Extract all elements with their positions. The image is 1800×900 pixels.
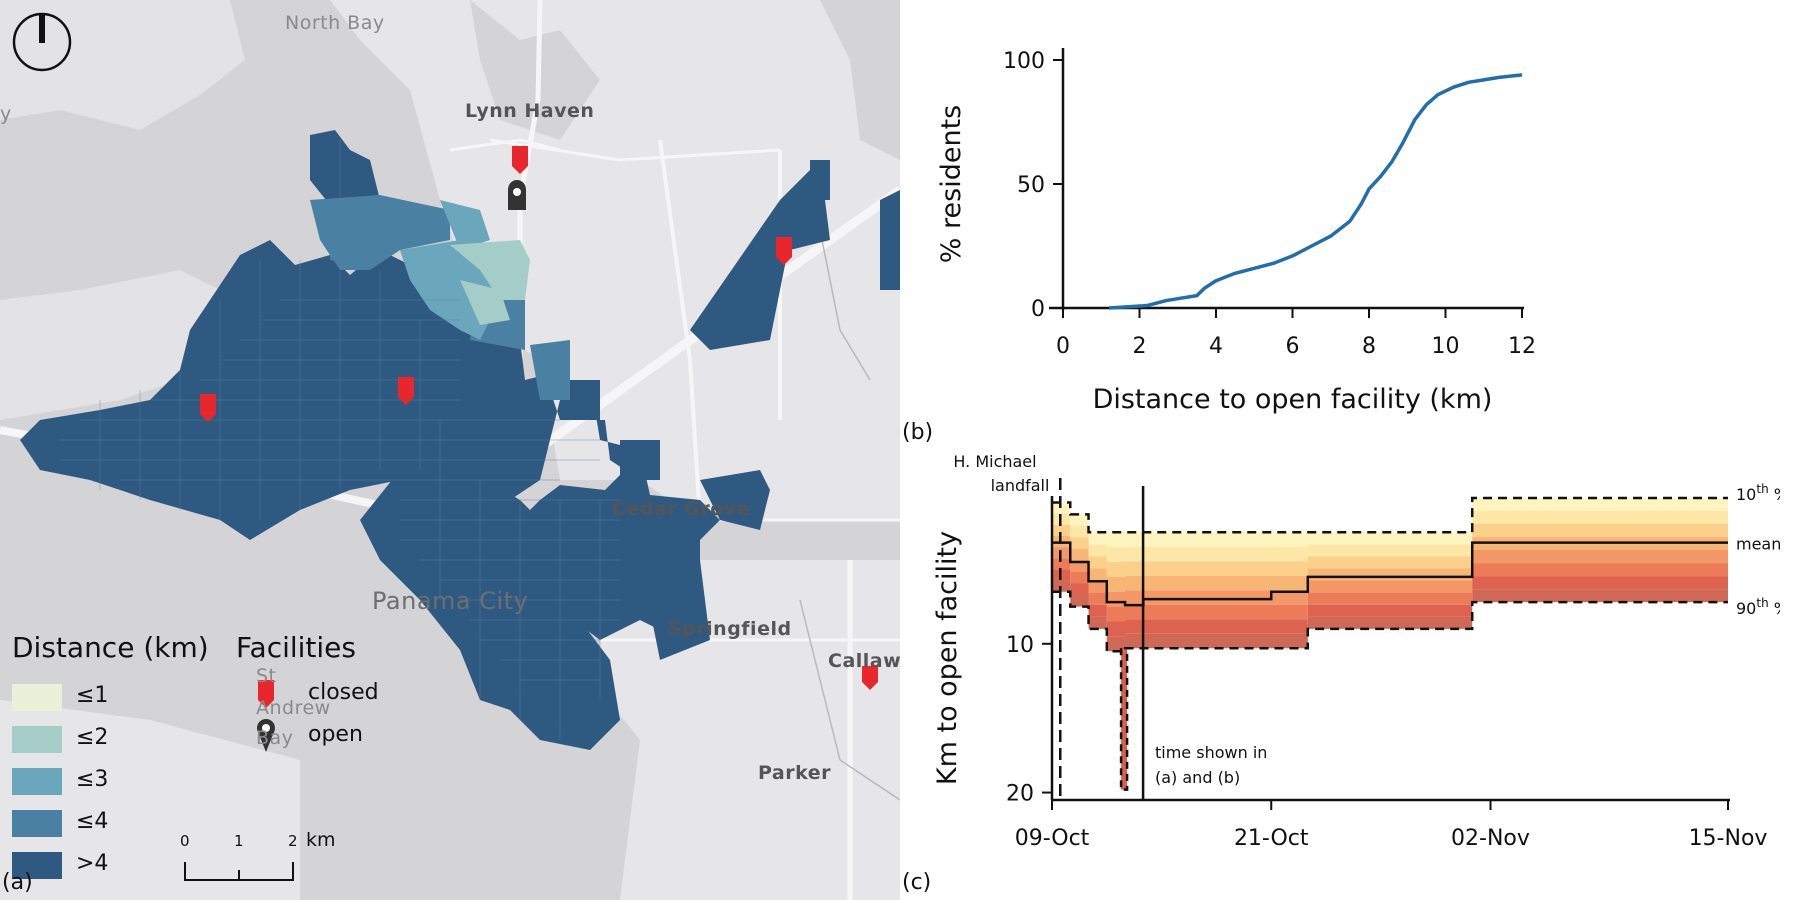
spike-bar (1121, 648, 1128, 790)
legend-bin-label: ≤4 (76, 809, 109, 834)
percentile-band (1052, 580, 1728, 652)
place-north-bay: North Bay (285, 12, 385, 34)
p10-line (1052, 496, 1728, 534)
legend-closed-label: closed (308, 680, 379, 705)
legend-closed-icon (258, 680, 274, 708)
scale-tick-0: 0 (180, 832, 190, 850)
x-tick-label: 21-Oct (1234, 826, 1309, 851)
x-tick-label: 0 (1056, 334, 1070, 359)
closed-facility-marker (512, 146, 528, 174)
mean-label: mean (1736, 535, 1780, 554)
place-st-andrew-1: St (256, 665, 277, 687)
map-background (0, 0, 900, 900)
legend-open-label: open (308, 722, 363, 747)
panel-a-label: (a) (2, 870, 33, 895)
cdf-line (1108, 73, 1523, 310)
x-tick-label: 02-Nov (1451, 826, 1530, 851)
percentile-band (1052, 547, 1728, 607)
closed-facility-marker (776, 237, 792, 265)
closed-facility-marker (398, 377, 414, 405)
x-tick-label: 4 (1209, 334, 1223, 359)
p10-label: 10th % (1736, 482, 1780, 504)
legend-bin-label: ≤2 (76, 725, 109, 750)
legend-open-icon (257, 719, 275, 752)
x-tick-label: 6 (1286, 334, 1300, 359)
x-tick-label: 2 (1133, 334, 1147, 359)
y-axis-label: % residents (936, 105, 967, 263)
open-facility-marker (508, 180, 526, 210)
scale-tick-1: 1 (234, 832, 244, 850)
percentile-band (1052, 535, 1728, 592)
place-st-andrew-3: Bay (256, 727, 294, 749)
closed-facility-marker (862, 666, 878, 690)
panel-c-label: (c) (902, 870, 932, 895)
y-axis-label: Km to open facility (932, 531, 963, 785)
legend-swatch-2 (12, 726, 62, 753)
legend-swatch-1 (12, 684, 62, 711)
map-panel: North Bay y Lynn Haven Cedar Grove Panam… (0, 0, 900, 900)
x-tick-label: 15-Nov (1689, 826, 1768, 851)
x-tick-label: 09-Oct (1015, 826, 1090, 851)
x-axis-label: Distance to open facility (km) (1093, 384, 1493, 415)
place-parker: Parker (758, 762, 831, 784)
place-lynn-haven: Lynn Haven (465, 100, 595, 122)
y-tick-label: 20 (1006, 782, 1034, 807)
legend-swatch-4 (12, 810, 62, 837)
scale-bar (184, 862, 294, 881)
chart-b: 0 2 4 6 8 10 12 0 50 100 Distance to open facility… (936, 48, 1536, 415)
legend-bin-label: ≤1 (76, 683, 109, 708)
y-tick-label: 50 (1017, 173, 1045, 198)
percentile-band (1052, 497, 1728, 548)
y-tick-label: 10 (1006, 633, 1034, 658)
place-callaway: Callaw (828, 650, 900, 672)
time-shown-annotation: time shown in (1155, 743, 1267, 762)
legend-distance-title: Distance (km) (12, 631, 209, 664)
landfall-annotation: H. Michael (953, 452, 1036, 471)
x-tick-label: 8 (1362, 334, 1376, 359)
scale-unit: km (306, 829, 336, 851)
place-springfield: Springfield (668, 618, 792, 640)
time-shown-annotation: (a) and (b) (1155, 768, 1240, 787)
percentile-band (1052, 510, 1728, 562)
legend-swatch-3 (12, 768, 62, 795)
mean-line (1052, 541, 1728, 607)
p90-label: 90th % (1736, 596, 1780, 618)
legend-swatch-5 (12, 852, 62, 879)
y-tick-label: 100 (1003, 49, 1045, 74)
landfall-annotation: landfall (991, 476, 1050, 495)
panel-b-label: (b) (902, 420, 934, 445)
legend-facilities-title: Facilities (236, 631, 356, 664)
percentile-band (1052, 558, 1728, 622)
percentile-band (1052, 524, 1728, 577)
chart-c: 10 20 09-Oct 21-Oct 02-Nov 15-Nov Km to open f… (932, 452, 1780, 851)
spike-p90-line (1119, 648, 1129, 791)
place-panama-city: Panama City (372, 587, 529, 615)
place-edge: y (0, 103, 12, 125)
scale-tick-2: 2 (288, 832, 298, 850)
x-tick-label: 10 (1432, 334, 1460, 359)
place-cedar-grove: Cedar Grove (612, 498, 751, 520)
place-st-andrew-2: Andrew (256, 697, 331, 719)
closed-facility-marker (200, 394, 216, 422)
x-tick-label: 12 (1508, 334, 1536, 359)
legend-bin-label: ≤3 (76, 767, 109, 792)
percentile-band (1052, 569, 1728, 637)
y-tick-label: 0 (1031, 297, 1045, 322)
legend-bin-label: >4 (76, 851, 109, 876)
